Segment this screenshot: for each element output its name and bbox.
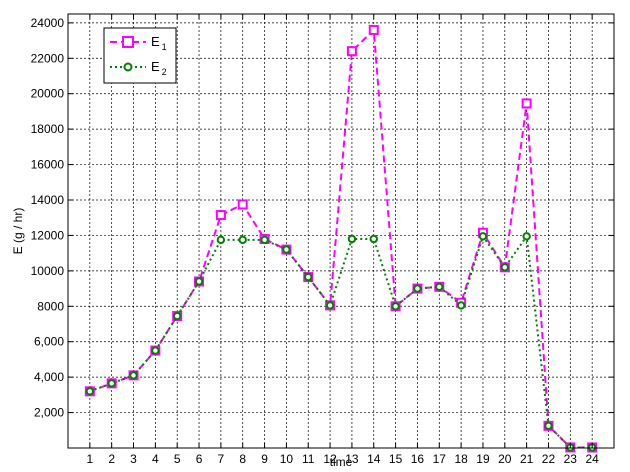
data-point-circle <box>478 232 488 241</box>
x-tick-label: 4 <box>152 452 159 466</box>
x-axis-label: time <box>330 455 353 469</box>
series-2 <box>85 232 597 452</box>
y-tick-label: 22000 <box>31 51 65 65</box>
x-tick-label: 17 <box>433 452 447 466</box>
data-point-circle <box>544 421 553 431</box>
plot-frame <box>67 13 615 449</box>
y-tick-label: 8000 <box>37 299 64 313</box>
series-1 <box>84 24 598 453</box>
y-tick-label: 12000 <box>31 228 65 242</box>
x-tick-label: 15 <box>389 452 403 466</box>
y-tick-label: 20000 <box>31 87 65 101</box>
data-point-circle <box>129 371 138 380</box>
legend: E 1E 2 <box>103 27 177 84</box>
x-tick-label: 7 <box>218 452 225 466</box>
data-point-circle <box>173 311 182 321</box>
x-tick-label: 1 <box>86 452 93 466</box>
y-tick-label: 14000 <box>31 193 65 207</box>
data-point-circle <box>456 301 466 310</box>
data-point-circle <box>260 235 269 245</box>
data-point-square <box>215 210 226 221</box>
data-point-circle <box>304 272 313 282</box>
y-tick-label: 24000 <box>31 16 65 30</box>
data-point-circle <box>123 62 133 72</box>
y-tick-label: 4,000 <box>34 370 64 384</box>
data-point-square <box>521 98 532 109</box>
x-tick-label: 13 <box>345 452 359 466</box>
x-tick-label: 21 <box>520 452 534 466</box>
series-layer <box>84 24 598 453</box>
y-tick-label: 18000 <box>31 122 65 136</box>
x-tick-label: 8 <box>239 452 246 466</box>
data-point-circle <box>369 234 378 244</box>
x-tick-label: 12 <box>323 452 337 466</box>
x-tick-label: 20 <box>498 452 512 466</box>
x-tick-label: 9 <box>261 452 268 466</box>
x-tick-label: 23 <box>564 452 578 466</box>
y-tick-label: 16000 <box>31 158 65 172</box>
y-tick-label: 2,000 <box>34 406 64 420</box>
x-tick-label: 6 <box>196 452 203 466</box>
data-point-circle <box>435 282 444 291</box>
x-tick-label: 24 <box>585 452 599 466</box>
legend-box <box>103 27 177 84</box>
x-tick-label: 2 <box>108 452 115 466</box>
data-point-circle <box>216 235 226 245</box>
y-axis-label: E (g / hr) <box>11 208 25 255</box>
tick-layer: 1 2 3 4 5 6 7 8 9 10 11 12 13 14 15 16 17 18 19 20 21 22 23 242… <box>31 14 614 466</box>
y-tick-label: 6,000 <box>34 335 64 349</box>
x-tick-label: 14 <box>367 452 381 466</box>
series-1-line <box>89 27 593 449</box>
x-tick-label: 11 <box>302 452 315 466</box>
data-point-square <box>368 24 379 35</box>
data-point-circle <box>413 284 422 293</box>
series-2-line <box>89 233 593 449</box>
data-point-circle <box>85 387 95 396</box>
data-point-circle <box>107 379 116 388</box>
data-point-circle <box>500 263 509 272</box>
x-tick-label: 10 <box>280 452 294 466</box>
data-point-square <box>237 199 248 210</box>
data-point-circle <box>282 245 291 254</box>
x-tick-label: 16 <box>411 452 425 466</box>
x-tick-label: 22 <box>542 452 556 466</box>
data-point-circle <box>347 234 357 244</box>
x-tick-label: 3 <box>130 452 137 466</box>
x-tick-label: 19 <box>476 452 490 466</box>
data-point-circle <box>194 277 204 286</box>
data-point-circle <box>522 232 531 241</box>
data-point-circle <box>238 235 247 245</box>
data-point-circle <box>151 346 160 355</box>
data-point-circle <box>325 301 335 310</box>
x-tick-label: 5 <box>174 452 181 466</box>
data-point-square <box>122 36 134 48</box>
data-point-square <box>346 46 357 57</box>
data-point-circle <box>391 302 400 311</box>
grid-layer <box>68 14 614 448</box>
x-tick-label: 18 <box>454 452 468 466</box>
y-tick-label: 10000 <box>31 264 65 278</box>
